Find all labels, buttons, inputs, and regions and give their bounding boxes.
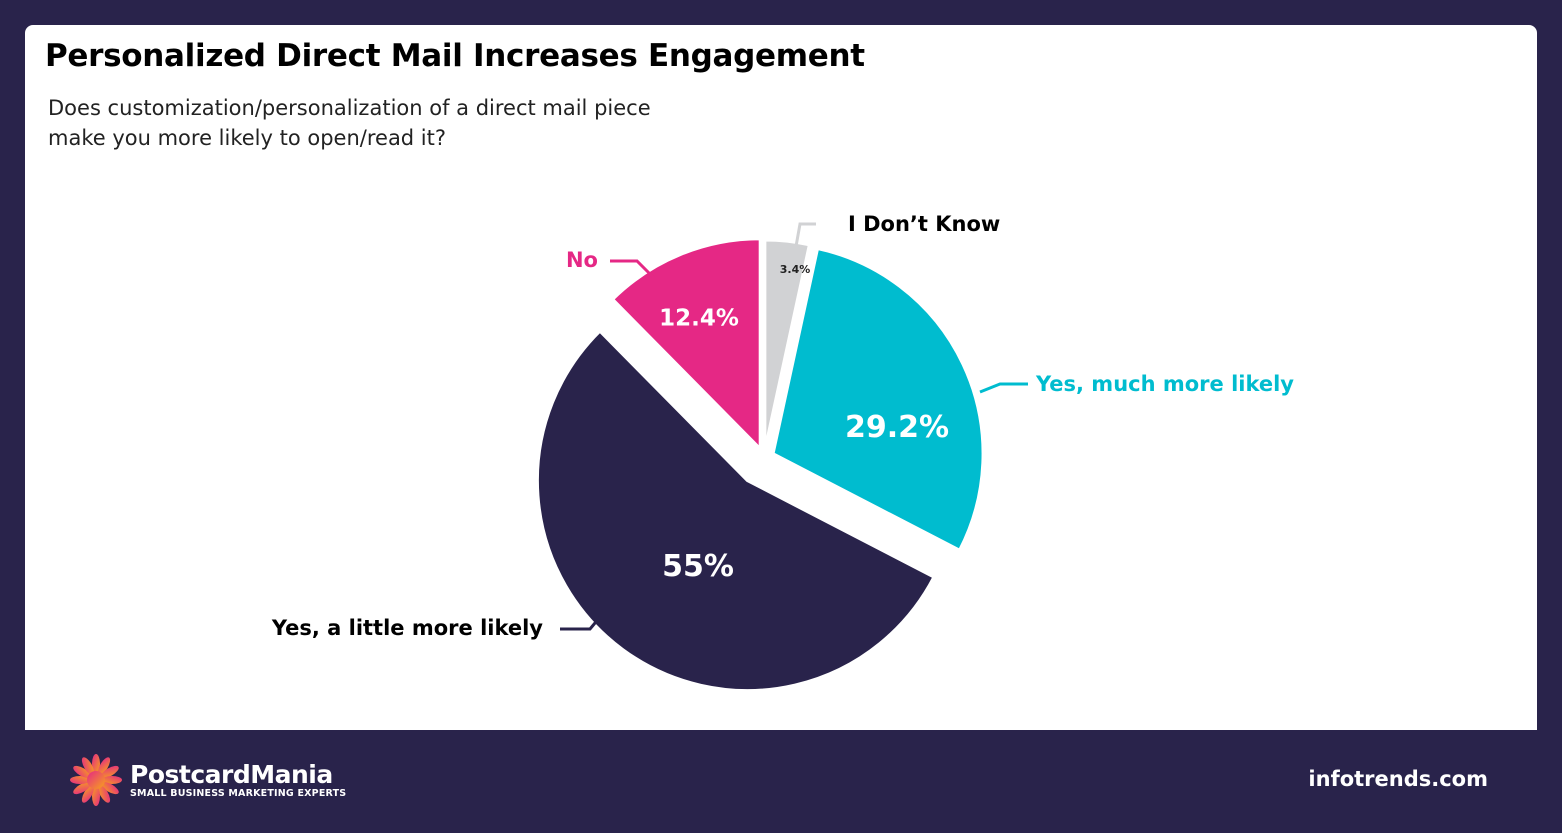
pie-slice-2	[535, 329, 936, 693]
pie-slice-0	[763, 238, 812, 451]
flower-logo-icon	[70, 754, 122, 806]
slice-label-3: No	[566, 248, 598, 272]
slice-label-2: Yes, a little more likely	[271, 616, 543, 640]
slice-value-0: 3.4%	[780, 263, 811, 276]
petal	[102, 776, 122, 784]
leader-line-2	[560, 616, 602, 631]
petal	[70, 776, 90, 784]
postcardmania-logo: PostcardMania SMALL BUSINESS MARKETING E…	[68, 752, 346, 808]
brand-name: PostcardMania	[130, 759, 333, 789]
flower-center	[87, 771, 105, 789]
slice-value-3: 12.4%	[659, 305, 739, 331]
leader-line-3	[610, 259, 656, 280]
slice-label-0: I Don’t Know	[848, 212, 1000, 236]
petal	[97, 784, 111, 803]
petal	[81, 757, 95, 776]
pie-slice-3	[610, 237, 762, 453]
petal	[92, 786, 100, 806]
chart-title: Personalized Direct Mail Increases Engag…	[45, 38, 865, 74]
petal	[100, 765, 119, 779]
pie-slice-1	[771, 246, 985, 553]
petal	[92, 754, 100, 774]
petal	[73, 781, 92, 795]
petal	[73, 765, 92, 779]
slice-label-1: Yes, much more likely	[1035, 372, 1294, 396]
leader-line-0	[793, 222, 816, 253]
slice-value-2: 55%	[662, 549, 734, 584]
leader-line-1	[979, 382, 1028, 394]
brand-tagline: SMALL BUSINESS MARKETING EXPERTS	[130, 787, 347, 799]
petal	[100, 781, 119, 795]
slice-value-1: 29.2%	[845, 410, 949, 445]
source-link[interactable]: infotrends.com	[1308, 767, 1488, 791]
chart-subtitle: Does customization/personalization of a …	[48, 96, 651, 150]
petal	[97, 757, 111, 776]
petal	[81, 784, 95, 803]
